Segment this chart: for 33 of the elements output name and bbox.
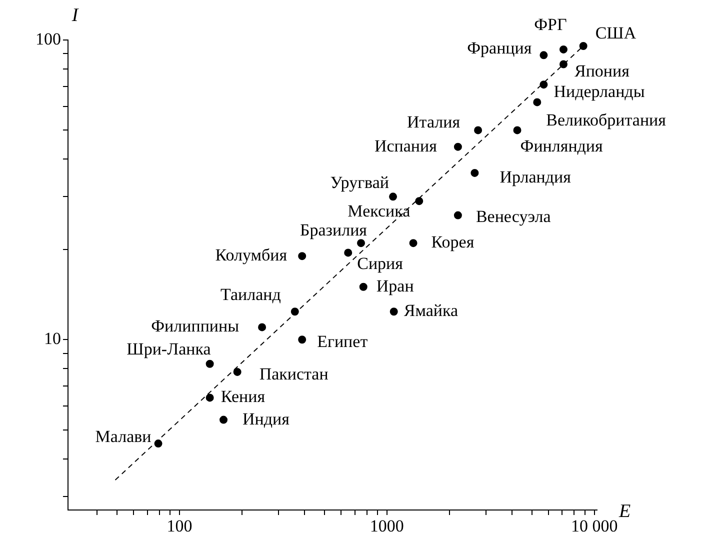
x-tick-label: 10 000 (570, 516, 618, 536)
series-label: Великобритания (546, 110, 666, 130)
series-label: Япония (574, 62, 630, 81)
series-label: Мексика (348, 202, 411, 221)
series-label: Испания (374, 136, 438, 156)
series-label: Колумбия (215, 246, 288, 265)
series-label: Филиппины (151, 316, 240, 336)
series-label: Иран (376, 276, 414, 296)
series-label: Франция (467, 38, 532, 58)
x-tick-label: 100 (166, 516, 192, 536)
series-label: Индия (242, 409, 290, 428)
series-label: США (595, 23, 637, 42)
series-label: Корея (431, 232, 474, 252)
series-label: Ирландия (500, 167, 572, 186)
series-label: Италия (407, 112, 460, 132)
series-label: Пакистан (259, 364, 328, 384)
y-tick-label: 10 (44, 329, 61, 348)
series-label: Шри-Ланка (126, 339, 212, 358)
series-label: Малави (95, 427, 152, 446)
x-axis-title: E (618, 501, 631, 522)
series-label: Венесуэла (476, 206, 552, 226)
series-label: Кения (220, 387, 266, 406)
series-label: Ямайка (404, 301, 458, 320)
series-label: Бразилия (300, 220, 368, 240)
series-label: Финляндия (520, 136, 604, 156)
x-tick-label: 1000 (370, 516, 404, 536)
series-label: Нидерланды (554, 82, 646, 102)
y-axis-title: I (70, 5, 80, 26)
series-label: Сирия (357, 254, 404, 274)
series-label: Уругвай (330, 173, 390, 192)
series-label: ФРГ (534, 14, 568, 34)
series-label: Египет (317, 332, 368, 352)
series-label: Таиланд (220, 285, 282, 304)
